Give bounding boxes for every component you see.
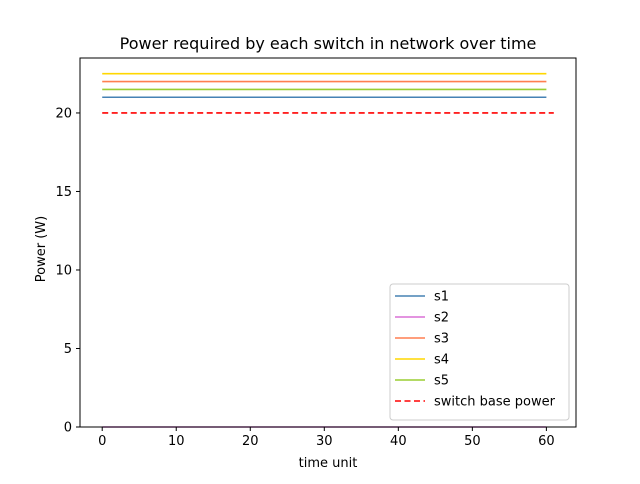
legend-box	[389, 283, 570, 421]
legend-label: s4	[434, 353, 449, 368]
series-layer	[102, 72, 554, 428]
legend-label: s2	[434, 311, 449, 326]
legend-label: switch base power	[434, 395, 556, 410]
y-tick-label: 15	[55, 185, 72, 200]
y-axis-label: Power (W)	[34, 216, 49, 282]
legend-label: s5	[434, 374, 449, 389]
x-tick-label: 20	[242, 434, 259, 449]
legend: s1 s2 s3 s4 s5 switch base power	[389, 283, 570, 421]
x-tick-label: 30	[316, 434, 333, 449]
y-tick-label: 5	[64, 342, 72, 357]
y-tick-label: 10	[55, 263, 72, 278]
legend-label: s1	[434, 290, 449, 305]
x-tick-label: 0	[98, 434, 106, 449]
x-tick-label: 10	[168, 434, 185, 449]
y-tick-label: 0	[64, 421, 72, 436]
y-tick-label: 20	[55, 106, 72, 121]
chart-title: Power required by each switch in network…	[120, 34, 537, 53]
legend-label: s3	[434, 332, 449, 347]
axes-frame	[79, 57, 577, 428]
x-axis-label: time unit	[299, 456, 358, 471]
x-tick-label: 60	[538, 434, 555, 449]
x-tick-label: 40	[390, 434, 407, 449]
x-tick-label: 50	[464, 434, 481, 449]
axes-layer: 0 10 20 30 40 50 60 0 5 10 15 20	[55, 57, 577, 449]
